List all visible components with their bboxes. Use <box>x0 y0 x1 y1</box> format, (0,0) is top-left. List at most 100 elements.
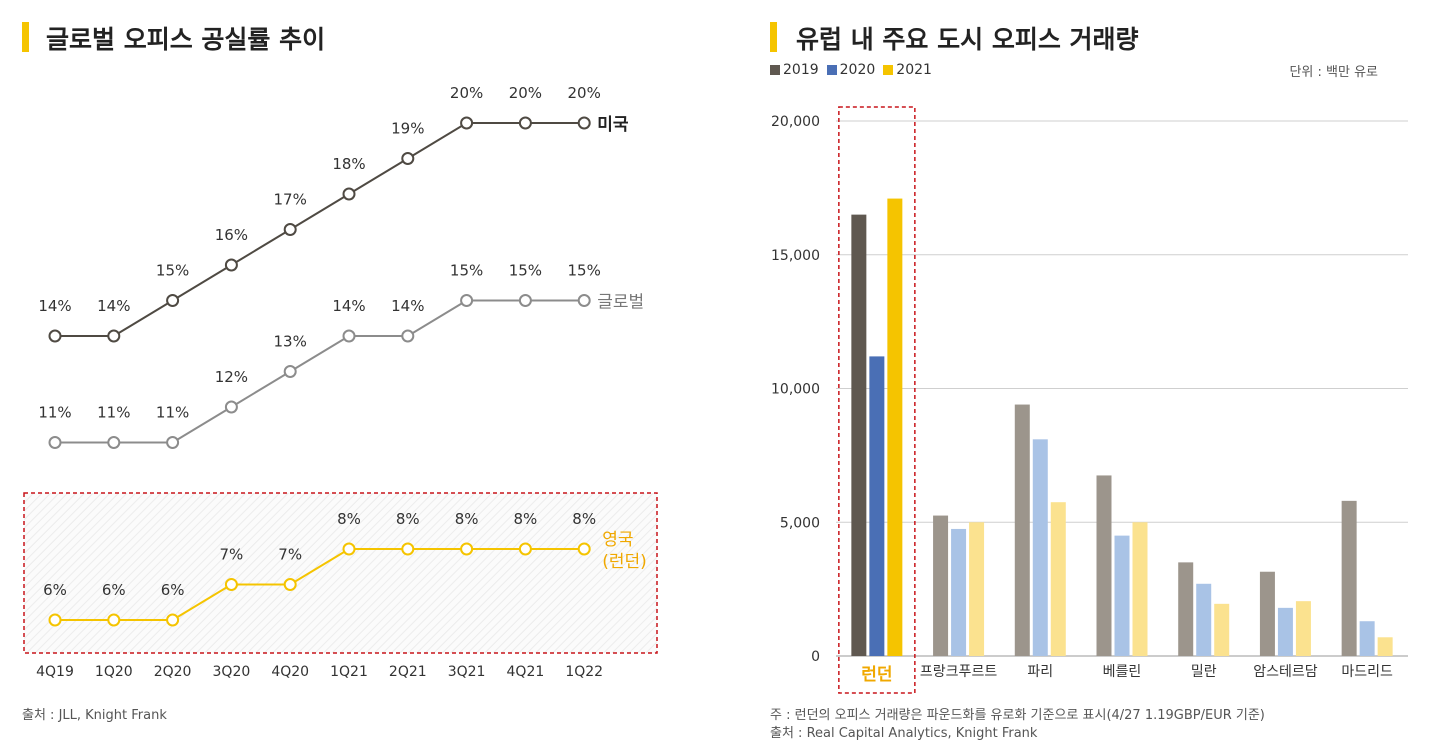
series-1-name-label: 글로벌 <box>597 293 644 313</box>
series-0-data-label: 20% <box>568 84 601 102</box>
series-2-data-label: 8% <box>396 510 420 528</box>
series-0-data-label: 14% <box>97 297 130 315</box>
series-0-point <box>342 187 356 201</box>
series-line-0 <box>55 122 585 337</box>
bar-2019 <box>1096 475 1112 656</box>
series-1-data-label: 14% <box>332 297 365 315</box>
series-0-point <box>224 258 238 272</box>
bar-2020 <box>1032 439 1048 656</box>
series-0-point <box>401 152 415 165</box>
bar-2020 <box>1196 583 1212 656</box>
bar-2021 <box>1132 522 1148 656</box>
series-1-point <box>107 436 121 449</box>
series-2-point <box>48 613 62 627</box>
series-0-data-label: 20% <box>509 84 542 102</box>
category-label: 프랑크푸르트 <box>920 664 997 680</box>
transaction-bar-chart: 0 5,000 10,000 15,000 20,000 런던 프랑크푸르트 파리 베를린 밀란 암… <box>771 106 1408 694</box>
series-1-point <box>460 294 474 307</box>
bar-2021 <box>1295 601 1311 656</box>
right-note: 주 : 런던의 오피스 거래량은 파운드화를 유로화 기준으로 표시(4/27 … <box>770 708 1265 723</box>
series-1-data-label: 11% <box>156 404 189 422</box>
series-2-name-label: 영국 <box>602 530 633 550</box>
category-label: 암스테르담 <box>1253 664 1318 680</box>
series-line-2 <box>55 548 585 621</box>
legend-item-2020: 2020 <box>826 62 876 78</box>
x-tick-label: 2Q20 <box>154 664 192 680</box>
legend-label-2019: 2019 <box>783 62 819 78</box>
series-2-point <box>518 542 532 556</box>
series-0-point <box>283 223 297 236</box>
bar-2019 <box>1341 500 1357 656</box>
series-0-point <box>166 294 180 307</box>
legend-item-2021: 2021 <box>883 62 932 78</box>
right-title-accent <box>770 22 777 52</box>
bar-2021 <box>1050 502 1066 656</box>
bar-2020 <box>1277 607 1293 656</box>
series-2-point <box>401 542 415 556</box>
series-2-data-label: 6% <box>102 581 126 599</box>
series-1-point <box>577 294 591 307</box>
left-source: 출처 : JLL, Knight Frank <box>22 708 167 723</box>
series-0-point <box>48 329 62 343</box>
x-tick-label: 1Q22 <box>565 664 603 680</box>
bar-2019 <box>851 214 867 656</box>
bar-2020 <box>1114 535 1130 656</box>
series-0-data-label: 15% <box>156 262 189 280</box>
series-2-point <box>283 578 297 591</box>
series-2-name-label: (런던) <box>602 552 647 572</box>
series-0-point <box>460 116 474 130</box>
series-2-point <box>166 613 180 627</box>
bar-2019 <box>1259 571 1275 656</box>
y-tick-label: 20,000 <box>771 114 820 130</box>
left-chart-title: 글로벌 오피스 공실률 추이 <box>46 25 326 54</box>
legend-label-2021: 2021 <box>896 62 932 78</box>
category-label: 런던 <box>861 665 892 685</box>
right-chart-title: 유럽 내 주요 도시 오피스 거래량 <box>796 25 1139 54</box>
y-tick-label: 0 <box>811 649 820 665</box>
x-tick-label: 4Q19 <box>36 664 74 680</box>
series-2-data-label: 8% <box>572 510 596 528</box>
legend-label-2020: 2020 <box>839 62 876 78</box>
x-tick-label: 4Q21 <box>507 664 545 680</box>
bar-2019 <box>1178 562 1194 656</box>
bar-2019 <box>1014 404 1030 656</box>
bar-2020 <box>1359 621 1375 656</box>
y-tick-label: 10,000 <box>771 382 820 398</box>
bar-2019 <box>933 515 949 656</box>
series-0-data-label: 19% <box>391 120 424 138</box>
series-1-point <box>224 400 238 414</box>
right-source: 출처 : Real Capital Analytics, Knight Fran… <box>770 726 1038 741</box>
series-2-point <box>460 542 474 556</box>
series-0-data-label: 17% <box>274 191 307 209</box>
series-1-data-label: 11% <box>38 404 71 422</box>
legend-item-2019: 2019 <box>770 62 819 78</box>
legend-swatch-2021 <box>883 65 894 75</box>
uk-highlight-box <box>23 492 658 654</box>
bar-2021 <box>969 522 985 656</box>
series-2-data-label: 6% <box>161 581 185 599</box>
unit-label: 단위 : 백만 유로 <box>1289 65 1378 80</box>
x-tick-label: 2Q21 <box>389 664 427 680</box>
series-2-data-label: 8% <box>455 510 479 528</box>
y-tick-label: 15,000 <box>771 248 820 264</box>
series-0-point <box>518 116 532 130</box>
series-1-data-label: 15% <box>450 262 483 280</box>
bar-2021 <box>1214 603 1230 656</box>
category-label: 마드리드 <box>1341 664 1393 680</box>
x-tick-label: 4Q20 <box>271 664 309 680</box>
series-0-point <box>107 329 121 343</box>
series-1-data-label: 14% <box>391 297 424 315</box>
series-2-data-label: 6% <box>43 581 67 599</box>
series-2-point <box>577 542 591 556</box>
legend-swatch-2020 <box>826 65 837 75</box>
series-0-data-label: 18% <box>332 155 365 173</box>
series-1-point <box>342 329 356 343</box>
bar-2020 <box>869 356 885 656</box>
left-title-accent <box>22 22 29 52</box>
category-label: 밀란 <box>1191 664 1217 680</box>
series-2-point <box>107 613 121 627</box>
series-1-data-label: 15% <box>568 262 601 280</box>
bar-2021 <box>887 198 903 656</box>
x-tick-label: 3Q21 <box>448 664 486 680</box>
